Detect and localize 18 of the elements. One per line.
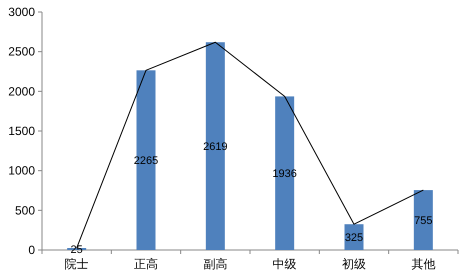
y-tick-label: 1500 xyxy=(8,124,36,138)
bar xyxy=(275,96,294,250)
data-label: 325 xyxy=(344,232,364,244)
x-tick-label: 中级 xyxy=(272,257,297,271)
data-label: 755 xyxy=(414,215,433,228)
y-tick-label: 2500 xyxy=(8,44,36,59)
x-tick-label: 初级 xyxy=(342,257,366,271)
y-tick-label: 1000 xyxy=(8,164,36,178)
bar xyxy=(414,190,433,250)
y-tick-label: 0 xyxy=(28,243,36,257)
y-tick-label: 2000 xyxy=(8,84,36,98)
x-tick-label: 院士 xyxy=(64,257,89,271)
x-tick-label: 其他 xyxy=(411,257,436,271)
bar xyxy=(206,42,225,250)
x-tick-label: 正高 xyxy=(134,257,158,271)
y-tick-label: 3000 xyxy=(8,5,36,19)
y-tick-label: 500 xyxy=(14,203,36,218)
x-tick-label: 副高 xyxy=(203,257,228,271)
